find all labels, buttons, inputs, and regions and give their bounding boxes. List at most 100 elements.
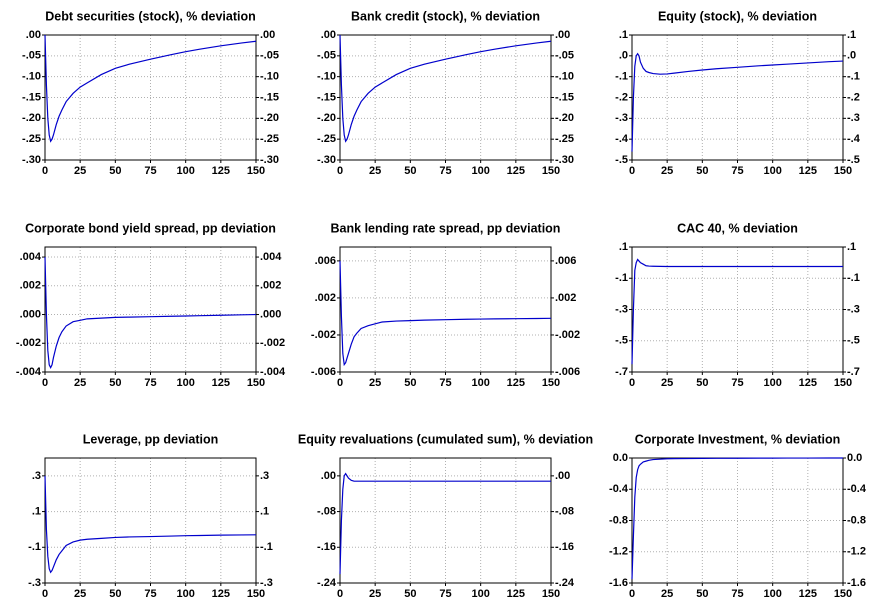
y-tick-label: .00 [321,29,336,41]
plot-frame [339,34,552,161]
plot-frame [631,246,844,373]
y2-tick-label: .3 [260,470,269,482]
y2-tick-label: -.05 [260,50,279,62]
y2-tick-label: .1 [847,29,856,41]
x-tick-label: 150 [542,377,560,389]
x-tick-label: 25 [74,588,86,600]
y-tick-label: -.20 [317,112,336,124]
y2-tick-label: .0 [847,50,856,62]
x-tick-label: 100 [763,377,781,389]
y-tick-label: -.3 [615,112,628,124]
y-tick-label: -.5 [615,335,628,347]
y-tick-label: .1 [619,29,628,41]
y2-tick-label: .002 [555,292,576,304]
y2-tick-label: -.15 [260,91,279,103]
plot-area [44,246,257,373]
y2-tick-label: -.1 [847,272,860,284]
y-tick-label: -0.8 [609,514,628,526]
y-tick-label: -.24 [317,577,337,589]
y2-tick-label: .00 [555,470,570,482]
x-tick-label: 150 [247,377,265,389]
y-tick-label: .002 [20,280,41,292]
x-tick-label: 100 [176,165,194,177]
plot-frame [339,246,552,373]
x-tick-label: 25 [661,377,673,389]
series-line [44,34,257,143]
x-tick-label: 125 [212,165,230,177]
y2-tick-label: -.05 [555,50,574,62]
y2-tick-label: -.08 [555,505,574,517]
y2-tick-label: -.25 [555,133,574,145]
plot-area [339,246,552,373]
y2-tick-label: -.20 [260,112,279,124]
x-tick-label: 50 [404,165,416,177]
y2-tick-label: .1 [847,241,856,253]
x-tick-label: 150 [542,165,560,177]
chart-title: Leverage, pp deviation [83,432,218,446]
x-tick-label: 0 [629,165,635,177]
x-tick-label: 100 [763,165,781,177]
x-tick-label: 75 [731,588,743,600]
x-tick-label: 25 [74,165,86,177]
y-tick-label: -1.6 [609,577,628,589]
y2-tick-label: -.24 [555,577,575,589]
x-tick-label: 125 [507,165,525,177]
plot-frame [44,457,257,584]
x-tick-label: 50 [696,588,708,600]
y2-tick-label: -.7 [847,366,860,378]
plot-frame [339,457,552,584]
x-tick-label: 0 [337,588,343,600]
chart-title: Bank lending rate spread, pp deviation [331,221,561,235]
x-tick-label: 150 [542,588,560,600]
x-tick-label: 100 [176,588,194,600]
y-tick-label: .004 [20,251,42,263]
y-tick-label: -.7 [615,366,628,378]
y-tick-label: .00 [26,29,41,41]
y2-tick-label: .1 [260,505,269,517]
x-tick-label: 50 [109,588,121,600]
x-tick-label: 0 [629,377,635,389]
series-line [44,475,257,574]
x-tick-label: 100 [763,588,781,600]
y-tick-label: -.5 [615,154,628,166]
x-tick-label: 150 [247,588,265,600]
y-tick-label: .000 [20,308,41,320]
series-line [44,257,257,370]
series-line [339,34,552,143]
y2-tick-label: -.3 [847,303,860,315]
y-tick-label: -.1 [615,71,628,83]
y-tick-label: -.30 [22,154,41,166]
chart-title: Equity revaluations (cumulated sum), % d… [298,432,593,446]
y-tick-label: -.002 [16,337,41,349]
x-tick-label: 25 [74,377,86,389]
y-tick-label: .0 [619,50,628,62]
x-tick-label: 0 [42,588,48,600]
y-tick-label: -.25 [317,133,336,145]
x-tick-label: 50 [696,165,708,177]
y-tick-label: -.10 [317,71,336,83]
x-tick-label: 125 [212,377,230,389]
y2-tick-label: -.3 [847,112,860,124]
x-tick-label: 100 [471,588,489,600]
y-tick-label: .006 [315,255,336,267]
y2-tick-label: -.002 [555,329,580,341]
x-tick-label: 75 [144,165,156,177]
x-tick-label: 75 [731,377,743,389]
y2-tick-label: .00 [555,29,570,41]
chart-title: Equity (stock), % deviation [658,9,817,23]
y-tick-label: -.15 [22,91,41,103]
x-tick-label: 125 [799,588,817,600]
y2-tick-label: -.20 [555,112,574,124]
x-tick-label: 75 [439,165,451,177]
y2-tick-label: -0.4 [847,483,867,495]
x-tick-label: 0 [337,165,343,177]
x-tick-label: 50 [109,377,121,389]
y2-tick-label: .006 [555,255,576,267]
x-tick-label: 75 [439,588,451,600]
x-tick-label: 50 [404,588,416,600]
y-tick-label: -.1 [28,541,41,553]
x-tick-label: 150 [834,377,852,389]
y-tick-label: -.05 [22,50,41,62]
y-tick-label: -.10 [22,71,41,83]
